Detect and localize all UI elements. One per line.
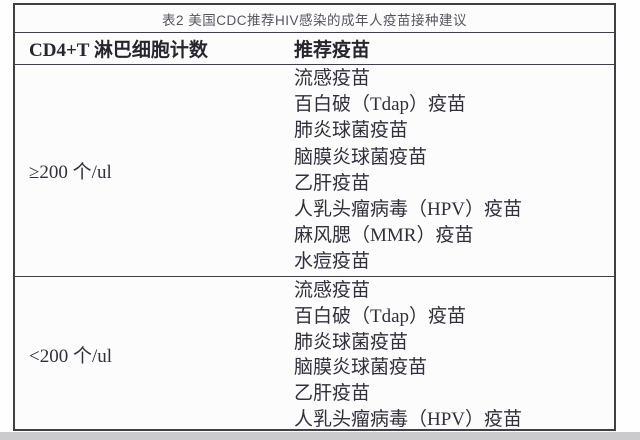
header-recommended-vaccines: 推荐疫苗	[294, 40, 371, 61]
vaccine-item: 肺炎球菌疫苗	[294, 120, 409, 142]
cd4-count-value: <200 个/ul	[29, 346, 113, 368]
vaccine-recommendation-table: 表2 美国CDC推荐HIV感染的成年人疫苗接种建议 CD4+T 淋巴细胞计数 推…	[13, 3, 616, 431]
table-row-cd4-ge200: ≥200 个/ul 流感疫苗 百白破（Tdap）疫苗 肺炎球菌疫苗 脑膜炎球菌疫…	[15, 65, 614, 277]
vaccine-item: 乙肝疫苗	[294, 172, 371, 194]
vaccine-item: 人乳头瘤病毒（HPV）疫苗	[294, 408, 523, 430]
vaccine-item: 脑膜炎球菌疫苗	[294, 146, 428, 168]
vaccine-item: 流感疫苗	[294, 280, 371, 301]
table-header-row: CD4+T 淋巴细胞计数 推荐疫苗	[15, 33, 614, 65]
vaccine-item: 脑膜炎球菌疫苗	[294, 357, 428, 379]
vaccine-item: 麻风腮（MMR）疫苗	[294, 225, 474, 247]
table-caption-text: 表2 美国CDC推荐HIV感染的成年人疫苗接种建议	[161, 12, 467, 28]
table-caption: 表2 美国CDC推荐HIV感染的成年人疫苗接种建议	[15, 5, 614, 33]
header-cd4-count: CD4+T 淋巴细胞计数	[29, 40, 208, 61]
vaccine-list: 流感疫苗 百白破（Tdap）疫苗 肺炎球菌疫苗 脑膜炎球菌疫苗 乙肝疫苗 人乳头…	[294, 65, 614, 276]
table-row-cd4-lt200: <200 个/ul 流感疫苗 百白破（Tdap）疫苗 肺炎球菌疫苗 脑膜炎球菌疫…	[15, 277, 614, 430]
vaccine-item: 水痘疫苗	[294, 251, 371, 273]
page-bottom-strip	[0, 432, 640, 440]
vaccine-item: 乙肝疫苗	[294, 383, 371, 405]
vaccine-item: 肺炎球菌疫苗	[294, 331, 409, 353]
vaccine-item: 流感疫苗	[294, 68, 371, 89]
vaccine-item: 人乳头瘤病毒（HPV）疫苗	[294, 198, 523, 220]
vaccine-list: 流感疫苗 百白破（Tdap）疫苗 肺炎球菌疫苗 脑膜炎球菌疫苗 乙肝疫苗 人乳头…	[294, 277, 614, 430]
vaccine-item: 百白破（Tdap）疫苗	[294, 94, 467, 116]
vaccine-item: 百白破（Tdap）疫苗	[294, 305, 467, 327]
cd4-count-value: ≥200 个/ul	[29, 162, 112, 183]
